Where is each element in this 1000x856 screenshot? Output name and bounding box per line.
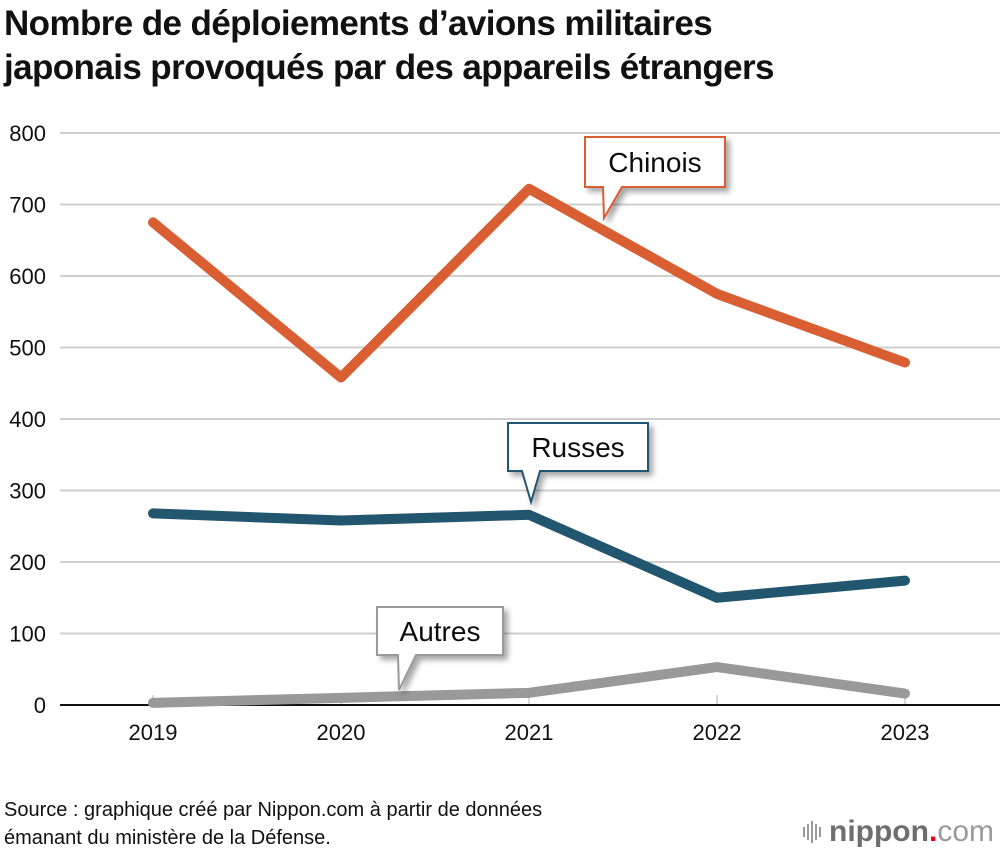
sound-bars-icon — [803, 821, 821, 843]
chart-title-line-2: japonais provoqués par des appareils étr… — [4, 48, 775, 87]
y-tick-label: 700 — [9, 193, 46, 218]
y-tick-label: 800 — [9, 121, 46, 146]
x-tick-label: 2019 — [129, 720, 178, 745]
logo-wordmark: nippon.com — [829, 815, 994, 848]
series-line-chinois — [148, 183, 910, 383]
y-axis-ticks: 0 100 200 300 400 500 600 700 800 — [9, 121, 46, 718]
series-line-russes — [148, 508, 910, 603]
y-tick-label: 0 — [34, 693, 46, 718]
callout-box — [584, 136, 726, 222]
series-callouts: Chinois Russes Autres — [376, 136, 726, 691]
callout-box — [507, 422, 649, 506]
legend-label-chinois: Chinois — [608, 147, 701, 178]
source-note: Source : graphique créé par Nippon.com à… — [4, 796, 542, 852]
legend-label-autres: Autres — [400, 616, 481, 647]
callout-chinois: Chinois — [584, 136, 726, 222]
callout-autres: Autres — [376, 606, 504, 691]
chart-title: Nombre de déploiements d’avions militair… — [4, 2, 994, 90]
y-tick-label: 100 — [9, 622, 46, 647]
x-tick-label: 2022 — [693, 720, 742, 745]
series-lines — [148, 183, 910, 708]
legend-label-russes: Russes — [531, 432, 624, 463]
y-tick-label: 400 — [9, 407, 46, 432]
source-line-1: Source : graphique créé par Nippon.com à… — [4, 799, 543, 821]
y-tick-label: 600 — [9, 264, 46, 289]
x-tick-label: 2021 — [505, 720, 554, 745]
source-line-2: émanant du ministère de la Défense. — [4, 827, 331, 849]
y-tick-label: 500 — [9, 336, 46, 361]
y-tick-label: 200 — [9, 550, 46, 575]
y-tick-label: 300 — [9, 479, 46, 504]
x-axis-ticks: 2019 2020 2021 2022 2023 — [60, 695, 1000, 745]
series-line-autres — [148, 662, 910, 708]
callout-russes: Russes — [507, 422, 649, 506]
callout-box — [376, 606, 504, 691]
chart-title-line-1: Nombre de déploiements d’avions militair… — [4, 4, 713, 43]
gridlines — [60, 132, 1000, 635]
x-tick-label: 2023 — [881, 720, 930, 745]
x-tick-label: 2020 — [317, 720, 366, 745]
nippon-logo: nippon.com — [803, 812, 994, 852]
